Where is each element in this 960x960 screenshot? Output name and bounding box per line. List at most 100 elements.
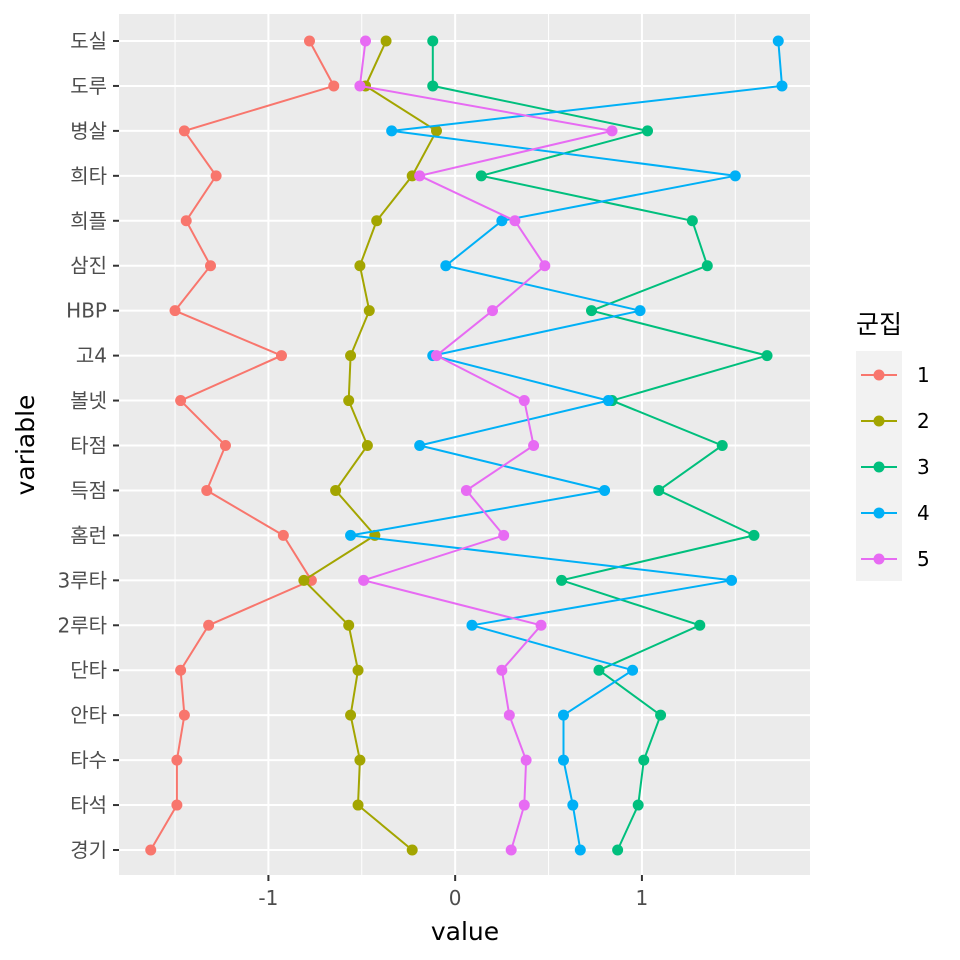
data-point bbox=[171, 754, 183, 766]
y-tick-label: 고4 bbox=[76, 344, 107, 368]
data-point bbox=[686, 215, 698, 227]
y-tick-label: 경기 bbox=[70, 838, 107, 862]
data-point bbox=[171, 799, 183, 811]
legend-item-2: 2 bbox=[861, 409, 930, 433]
data-point bbox=[518, 395, 530, 407]
x-tick-label: -1 bbox=[258, 886, 278, 910]
data-point bbox=[210, 170, 222, 182]
data-point bbox=[343, 619, 355, 631]
data-point bbox=[716, 440, 728, 451]
data-point bbox=[145, 844, 157, 856]
data-point bbox=[761, 350, 773, 362]
legend-label: 2 bbox=[917, 409, 930, 433]
data-point bbox=[509, 215, 521, 227]
data-point bbox=[634, 305, 646, 317]
data-point bbox=[414, 170, 426, 182]
data-point bbox=[386, 125, 398, 137]
data-point bbox=[169, 305, 181, 317]
legend-key-point bbox=[873, 461, 885, 473]
data-point bbox=[496, 215, 508, 227]
data-point bbox=[503, 709, 515, 721]
data-point bbox=[330, 484, 342, 496]
y-tick-label: 득점 bbox=[70, 478, 107, 502]
y-tick-label: 도실 bbox=[70, 29, 107, 53]
data-point bbox=[612, 844, 624, 856]
legend-key-point bbox=[873, 553, 885, 565]
data-point bbox=[354, 260, 366, 272]
y-tick-label: 볼넷 bbox=[70, 389, 107, 413]
data-point bbox=[567, 799, 579, 811]
data-point bbox=[638, 754, 650, 766]
legend-label: 5 bbox=[917, 547, 930, 571]
data-point bbox=[475, 170, 487, 182]
y-tick-label: 타점 bbox=[70, 434, 107, 458]
legend: 군집 1 2 3 4 5 bbox=[856, 310, 930, 581]
data-point bbox=[345, 350, 357, 362]
data-point bbox=[371, 215, 383, 227]
data-point bbox=[178, 709, 190, 721]
data-point bbox=[602, 395, 614, 407]
y-tick-label: 타석 bbox=[70, 793, 107, 817]
y-axis-title: variable bbox=[11, 395, 40, 496]
y-tick-label: 단타 bbox=[70, 658, 107, 682]
data-point bbox=[298, 574, 310, 586]
data-point bbox=[496, 664, 508, 676]
x-axis-title: value bbox=[431, 917, 499, 946]
major-grid bbox=[119, 14, 810, 875]
data-point bbox=[345, 529, 357, 541]
data-point bbox=[520, 754, 532, 766]
data-point bbox=[632, 799, 644, 811]
legend-label: 4 bbox=[917, 501, 930, 525]
data-point bbox=[360, 35, 372, 47]
series-2 bbox=[298, 35, 442, 856]
data-point bbox=[627, 664, 639, 676]
y-tick-label: 타수 bbox=[70, 748, 107, 772]
data-point bbox=[726, 574, 738, 586]
legend-label: 3 bbox=[917, 455, 930, 479]
y-tick-label: HBP bbox=[66, 299, 107, 323]
data-point bbox=[440, 260, 452, 272]
data-point bbox=[303, 35, 315, 47]
data-point bbox=[203, 619, 215, 631]
data-point bbox=[585, 305, 597, 317]
y-tick-label: 2루타 bbox=[57, 613, 107, 637]
data-point bbox=[701, 260, 713, 272]
data-point bbox=[352, 799, 364, 811]
y-tick-label: 홈런 bbox=[70, 523, 107, 547]
y-tick-label: 도루 bbox=[70, 74, 107, 98]
data-point bbox=[498, 529, 510, 541]
y-axis: 경기 타석 타수 안타 단타 2루타 3루타 홈런 득점 타점 볼넷 고4 HBP 삼진 희플 희타 병살 도루 도… bbox=[57, 29, 119, 862]
data-point bbox=[599, 484, 611, 496]
legend-item-5: 5 bbox=[861, 547, 930, 571]
data-point bbox=[414, 440, 426, 451]
data-point bbox=[655, 709, 667, 721]
data-point bbox=[406, 844, 418, 856]
legend-item-4: 4 bbox=[861, 501, 930, 525]
data-point bbox=[460, 484, 472, 496]
y-tick-label: 희타 bbox=[70, 164, 107, 188]
data-point bbox=[606, 125, 618, 137]
legend-item-3: 3 bbox=[861, 455, 930, 479]
data-point bbox=[505, 844, 517, 856]
data-point bbox=[557, 754, 569, 766]
data-point bbox=[175, 664, 187, 676]
series-5 bbox=[354, 35, 618, 856]
data-point bbox=[487, 305, 499, 317]
x-tick-label: 1 bbox=[636, 886, 649, 910]
legend-title: 군집 bbox=[856, 310, 902, 339]
data-point bbox=[776, 80, 788, 92]
y-tick-label: 삼진 bbox=[70, 254, 107, 278]
x-tick-label: 0 bbox=[449, 886, 462, 910]
data-point bbox=[535, 619, 547, 631]
data-point bbox=[343, 395, 355, 407]
legend-item-1: 1 bbox=[861, 363, 930, 387]
data-point bbox=[358, 574, 370, 586]
data-point bbox=[205, 260, 217, 272]
data-point bbox=[201, 484, 213, 496]
data-point bbox=[328, 80, 340, 92]
data-point bbox=[574, 844, 586, 856]
data-point bbox=[361, 440, 373, 451]
data-point bbox=[539, 260, 551, 272]
x-axis: -1 0 1 bbox=[258, 875, 648, 910]
